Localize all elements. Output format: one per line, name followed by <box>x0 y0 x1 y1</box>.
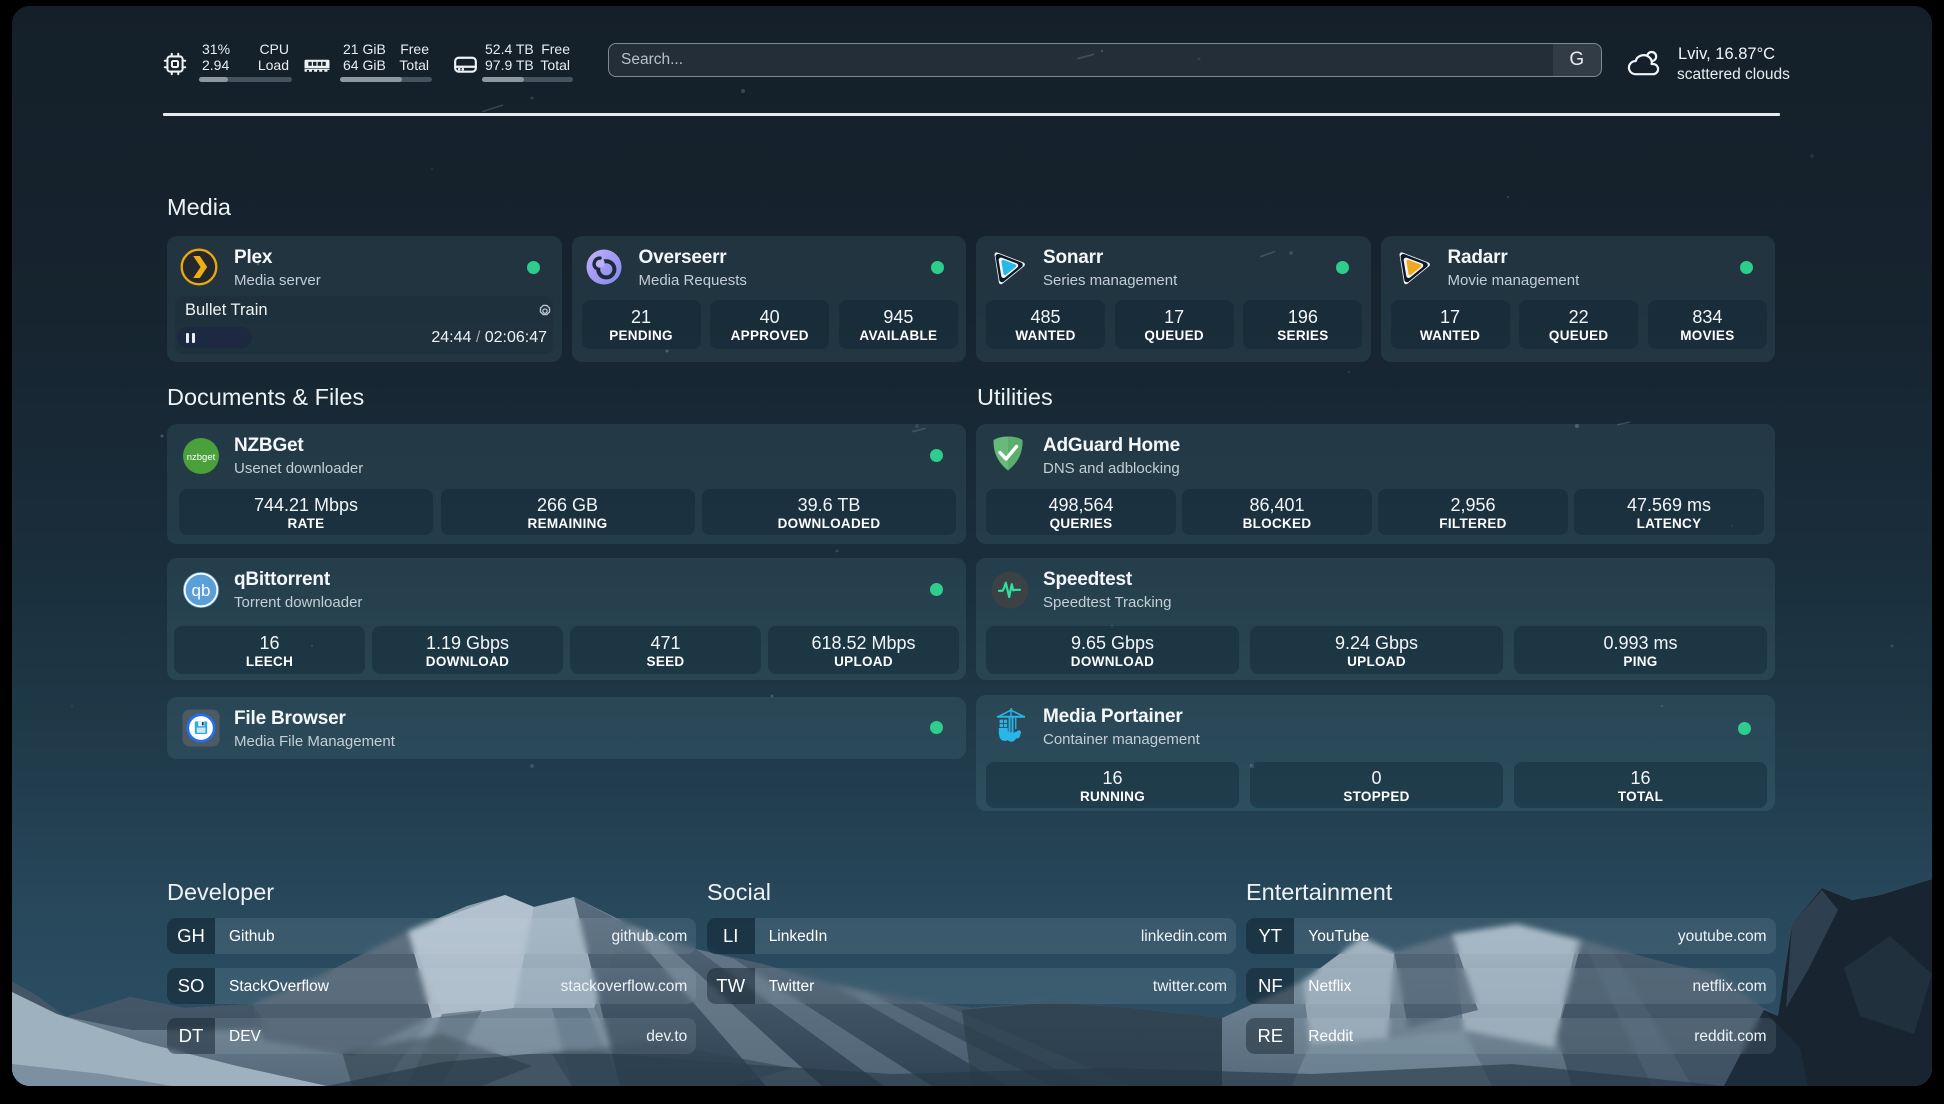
svg-text:nzbget: nzbget <box>187 452 216 463</box>
svg-text:qb: qb <box>192 581 211 600</box>
